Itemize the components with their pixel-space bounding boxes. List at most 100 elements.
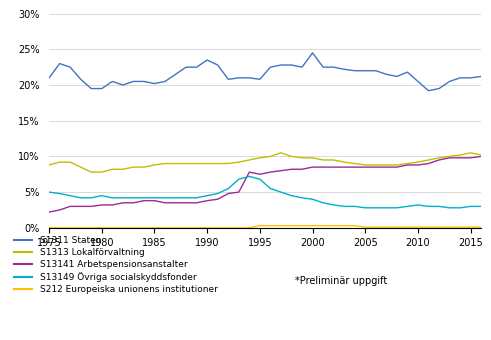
S1313 Lokalförvaltning — [78, 165, 83, 169]
S13141 Arbetspensionsanstalter — [362, 165, 368, 169]
S13149 Övriga socialskyddsfonder — [204, 194, 210, 198]
S13141 Arbetspensionsanstalter — [426, 162, 432, 166]
S13149 Övriga socialskyddsfonder — [426, 204, 432, 208]
S13149 Övriga socialskyddsfonder — [310, 197, 316, 201]
S13141 Arbetspensionsanstalter — [109, 203, 115, 207]
S13141 Arbetspensionsanstalter — [67, 204, 73, 208]
S13141 Arbetspensionsanstalter — [468, 156, 474, 160]
S212 Europeiska unionens institutioner — [257, 224, 263, 228]
S1311 Staten — [352, 69, 357, 73]
S13149 Övriga socialskyddsfonder — [383, 206, 389, 210]
S212 Europeiska unionens institutioner — [225, 226, 231, 230]
S1313 Lokalförvaltning — [289, 154, 295, 158]
S1311 Staten — [405, 70, 410, 74]
S13141 Arbetspensionsanstalter — [46, 210, 52, 214]
S13149 Övriga socialskyddsfonder — [109, 196, 115, 200]
Line: S1311 Staten: S1311 Staten — [49, 53, 481, 91]
S13141 Arbetspensionsanstalter — [268, 170, 273, 174]
S13149 Övriga socialskyddsfonder — [299, 196, 305, 200]
S13141 Arbetspensionsanstalter — [141, 199, 147, 203]
S212 Europeiska unionens institutioner — [436, 225, 442, 229]
S1311 Staten — [278, 63, 284, 67]
S13149 Övriga socialskyddsfonder — [46, 190, 52, 194]
S1311 Staten — [341, 67, 347, 71]
S1313 Lokalförvaltning — [352, 162, 357, 166]
S13149 Övriga socialskyddsfonder — [120, 196, 126, 200]
S13149 Övriga socialskyddsfonder — [88, 196, 94, 200]
S1311 Staten — [362, 69, 368, 73]
S1313 Lokalförvaltning — [120, 167, 126, 171]
S13141 Arbetspensionsanstalter — [341, 165, 347, 169]
S1311 Staten — [152, 82, 158, 86]
S1311 Staten — [299, 65, 305, 69]
S13141 Arbetspensionsanstalter — [278, 169, 284, 173]
S212 Europeiska unionens institutioner — [78, 226, 83, 230]
S212 Europeiska unionens institutioner — [120, 226, 126, 230]
S13141 Arbetspensionsanstalter — [331, 165, 337, 169]
S13149 Övriga socialskyddsfonder — [257, 177, 263, 181]
S13149 Övriga socialskyddsfonder — [447, 206, 453, 210]
S13141 Arbetspensionsanstalter — [320, 165, 326, 169]
S13149 Övriga socialskyddsfonder — [362, 206, 368, 210]
S1311 Staten — [67, 65, 73, 69]
S1313 Lokalförvaltning — [415, 160, 421, 164]
S1311 Staten — [373, 69, 379, 73]
S1313 Lokalförvaltning — [236, 160, 242, 164]
S13141 Arbetspensionsanstalter — [225, 191, 231, 196]
S13141 Arbetspensionsanstalter — [383, 165, 389, 169]
S13141 Arbetspensionsanstalter — [183, 201, 189, 205]
Line: S13149 Övriga socialskyddsfonder: S13149 Övriga socialskyddsfonder — [49, 176, 481, 208]
Line: S13141 Arbetspensionsanstalter: S13141 Arbetspensionsanstalter — [49, 156, 481, 212]
S13141 Arbetspensionsanstalter — [415, 163, 421, 167]
S212 Europeiska unionens institutioner — [310, 224, 316, 228]
S13141 Arbetspensionsanstalter — [215, 197, 220, 201]
S13141 Arbetspensionsanstalter — [204, 199, 210, 203]
S13149 Övriga socialskyddsfonder — [320, 201, 326, 205]
S212 Europeiska unionens institutioner — [352, 224, 357, 228]
S1313 Lokalförvaltning — [331, 158, 337, 162]
S1313 Lokalförvaltning — [257, 156, 263, 160]
S212 Europeiska unionens institutioner — [320, 224, 326, 228]
S1311 Staten — [468, 76, 474, 80]
S1311 Staten — [257, 77, 263, 81]
S212 Europeiska unionens institutioner — [46, 226, 52, 230]
S13149 Övriga socialskyddsfonder — [78, 196, 83, 200]
S1313 Lokalförvaltning — [320, 158, 326, 162]
S13141 Arbetspensionsanstalter — [299, 167, 305, 171]
S212 Europeiska unionens institutioner — [141, 226, 147, 230]
S13149 Övriga socialskyddsfonder — [394, 206, 400, 210]
S13141 Arbetspensionsanstalter — [289, 167, 295, 171]
S1311 Staten — [478, 74, 484, 79]
S212 Europeiska unionens institutioner — [131, 226, 136, 230]
S13141 Arbetspensionsanstalter — [246, 170, 252, 174]
S1311 Staten — [162, 80, 168, 84]
S13149 Övriga socialskyddsfonder — [173, 196, 179, 200]
S1311 Staten — [246, 76, 252, 80]
S1311 Staten — [415, 80, 421, 84]
S212 Europeiska unionens institutioner — [426, 225, 432, 229]
S1313 Lokalförvaltning — [56, 160, 62, 164]
S13141 Arbetspensionsanstalter — [152, 199, 158, 203]
S1313 Lokalförvaltning — [225, 162, 231, 166]
S1313 Lokalförvaltning — [362, 163, 368, 167]
S212 Europeiska unionens institutioner — [162, 226, 168, 230]
S1313 Lokalförvaltning — [109, 167, 115, 171]
S212 Europeiska unionens institutioner — [204, 226, 210, 230]
S1313 Lokalförvaltning — [394, 163, 400, 167]
S1311 Staten — [457, 76, 463, 80]
S13149 Övriga socialskyddsfonder — [415, 203, 421, 207]
S212 Europeiska unionens institutioner — [268, 224, 273, 228]
S1311 Staten — [141, 80, 147, 84]
S1311 Staten — [193, 65, 199, 69]
S1313 Lokalförvaltning — [457, 153, 463, 157]
S1313 Lokalförvaltning — [436, 156, 442, 160]
S1311 Staten — [78, 77, 83, 81]
Line: S212 Europeiska unionens institutioner: S212 Europeiska unionens institutioner — [49, 226, 481, 228]
S13141 Arbetspensionsanstalter — [310, 165, 316, 169]
S1311 Staten — [236, 76, 242, 80]
S1313 Lokalförvaltning — [299, 156, 305, 160]
S13141 Arbetspensionsanstalter — [193, 201, 199, 205]
S13141 Arbetspensionsanstalter — [373, 165, 379, 169]
S13149 Övriga socialskyddsfonder — [56, 191, 62, 196]
S212 Europeiska unionens institutioner — [457, 225, 463, 229]
